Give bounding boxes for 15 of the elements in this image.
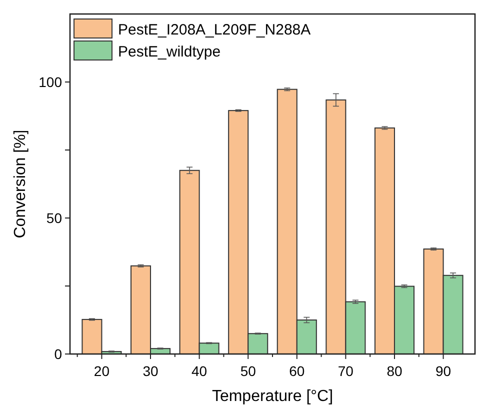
x-tick-label: 50 <box>240 363 256 379</box>
x-tick-label: 90 <box>435 363 452 379</box>
legend-label: PestE_I208A_L209F_N288A <box>118 21 311 38</box>
y-axis-title: Conversion [%] <box>12 130 29 238</box>
legend-label: PestE_wildtype <box>118 43 221 60</box>
y-tick-label: 0 <box>54 346 62 362</box>
x-tick-label: 70 <box>338 363 354 379</box>
x-tick-label: 30 <box>142 363 159 379</box>
x-tick-label: 60 <box>289 363 305 379</box>
x-tick-label: 80 <box>386 363 402 379</box>
y-tick-label: 100 <box>38 74 62 90</box>
y-tick-label: 50 <box>46 210 62 226</box>
x-tick-label: 20 <box>94 363 110 379</box>
x-tick-label: 40 <box>192 363 208 379</box>
x-axis-title: Temperature [°C] <box>212 388 334 405</box>
